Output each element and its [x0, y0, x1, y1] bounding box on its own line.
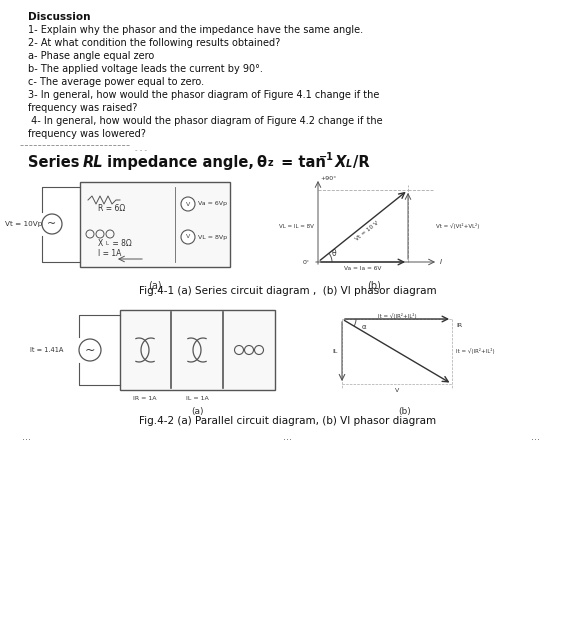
Text: It = √(IR²+IL²): It = √(IR²+IL²) [456, 348, 495, 355]
Text: (a): (a) [191, 407, 203, 416]
Text: It = 1.41A: It = 1.41A [30, 347, 63, 353]
Text: X: X [330, 155, 346, 170]
Text: ...: ... [531, 432, 540, 442]
Text: It = √(IR²+IL²): It = √(IR²+IL²) [378, 313, 416, 319]
Text: Va = Ia = 6V: Va = Ia = 6V [344, 266, 382, 271]
Text: = tan: = tan [276, 155, 326, 170]
Text: I = 1A: I = 1A [98, 249, 122, 258]
Circle shape [96, 230, 104, 238]
Text: θ: θ [332, 249, 336, 258]
Text: IL: IL [332, 349, 338, 354]
Text: frequency was lowered?: frequency was lowered? [28, 129, 146, 139]
Text: V: V [395, 388, 399, 393]
Circle shape [181, 197, 195, 211]
Text: α: α [362, 324, 366, 330]
Text: −1: −1 [319, 152, 334, 162]
Text: V: V [186, 235, 190, 239]
Circle shape [244, 346, 253, 355]
Text: ...: ... [283, 432, 293, 442]
Text: IL = 1A: IL = 1A [185, 396, 209, 401]
Circle shape [86, 230, 94, 238]
Text: Va = 6Vp: Va = 6Vp [198, 202, 227, 207]
Bar [80, 182, 230, 267]
Text: z: z [268, 158, 274, 168]
Text: X: X [98, 239, 103, 248]
Text: +90°: +90° [320, 176, 336, 181]
Text: 4- In general, how would the phasor diagram of Figure 4.2 change if the: 4- In general, how would the phasor diag… [28, 116, 382, 126]
Text: ~: ~ [85, 343, 95, 357]
Text: 0°: 0° [303, 260, 310, 265]
Text: L: L [106, 241, 109, 246]
Text: L: L [346, 159, 353, 169]
Text: = 8Ω: = 8Ω [110, 239, 132, 248]
Text: Fig.4-2 (a) Parallel circuit diagram, (b) VI phasor diagram: Fig.4-2 (a) Parallel circuit diagram, (b… [139, 416, 437, 426]
Text: Vt = 10 V: Vt = 10 V [355, 220, 380, 242]
Text: RL: RL [83, 155, 104, 170]
Text: a- Phase angle equal zero: a- Phase angle equal zero [28, 51, 154, 61]
Text: Series: Series [28, 155, 85, 170]
Text: (a): (a) [148, 280, 162, 290]
Text: I: I [440, 259, 442, 265]
Circle shape [181, 230, 195, 244]
Text: (b): (b) [367, 280, 381, 290]
Text: Fig.4-1 (a) Series circuit diagram ,  (b) VI phasor diagram: Fig.4-1 (a) Series circuit diagram , (b)… [139, 286, 437, 296]
Text: Vt = 10Vp: Vt = 10Vp [5, 221, 43, 227]
Text: b- The applied voltage leads the current by 90°.: b- The applied voltage leads the current… [28, 64, 263, 74]
Text: frequency was raised?: frequency was raised? [28, 103, 137, 113]
Text: V: V [186, 202, 190, 207]
Text: 1- Explain why the phasor and the impedance have the same angle.: 1- Explain why the phasor and the impeda… [28, 25, 363, 35]
Text: 3- In general, how would the phasor diagram of Figure 4.1 change if the: 3- In general, how would the phasor diag… [28, 90, 380, 100]
Text: ~: ~ [47, 219, 56, 229]
Circle shape [234, 346, 244, 355]
Circle shape [42, 214, 62, 234]
Text: IR: IR [456, 323, 462, 328]
Bar [120, 310, 275, 390]
Text: VL = 8Vp: VL = 8Vp [198, 235, 227, 239]
Text: - - -: - - - [135, 147, 147, 153]
Text: Discussion: Discussion [28, 12, 90, 22]
Text: ...: ... [22, 432, 31, 442]
Text: /R: /R [353, 155, 370, 170]
Text: VL = IL = 8V: VL = IL = 8V [279, 223, 314, 228]
Text: R = 6Ω: R = 6Ω [98, 204, 125, 213]
Text: Vt = √(Vt²+VL²): Vt = √(Vt²+VL²) [436, 223, 479, 229]
Text: 2- At what condition the following results obtained?: 2- At what condition the following resul… [28, 38, 281, 48]
Text: (b): (b) [398, 407, 411, 416]
Circle shape [79, 339, 101, 361]
Circle shape [255, 346, 263, 355]
Text: θ: θ [256, 155, 266, 170]
Text: c- The average power equal to zero.: c- The average power equal to zero. [28, 77, 204, 87]
Text: impedance angle,: impedance angle, [102, 155, 259, 170]
Text: IR = 1A: IR = 1A [133, 396, 157, 401]
Circle shape [106, 230, 114, 238]
